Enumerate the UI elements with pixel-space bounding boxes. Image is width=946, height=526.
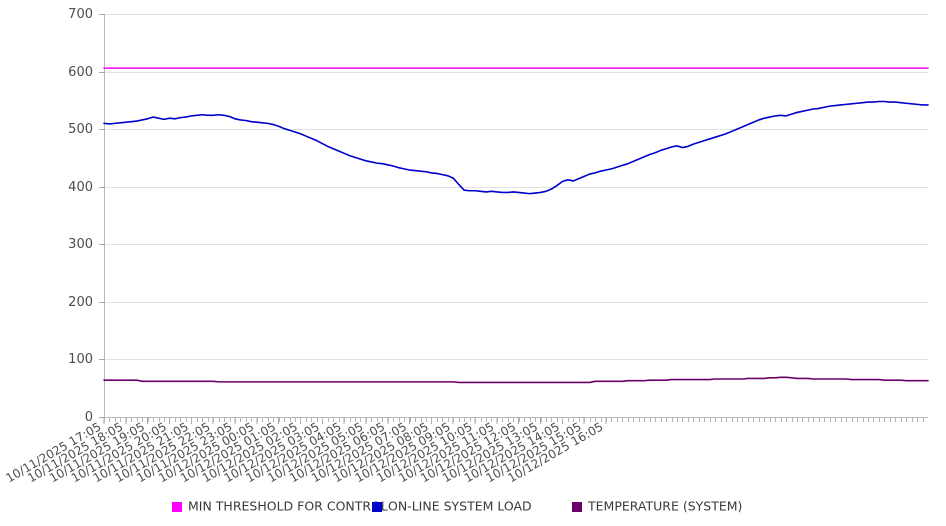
- y-axis-tick-label: 600: [68, 65, 93, 80]
- x-axis-group: [103, 14, 928, 424]
- legend-swatch: [372, 502, 382, 512]
- gridlines-group: [104, 14, 928, 360]
- series-group: [103, 67, 929, 384]
- legend-item[interactable]: TEMPERATURE (SYSTEM): [572, 499, 742, 514]
- y-axis-tick-label: 500: [68, 122, 93, 137]
- legend-item[interactable]: MIN THRESHOLD FOR CONTROL: [172, 499, 388, 514]
- y-axis-ticks-group: 0 100 200 300 400 500 600 700: [68, 7, 104, 425]
- legend-item[interactable]: ON-LINE SYSTEM LOAD: [372, 499, 532, 514]
- y-axis-tick-label: 700: [68, 7, 93, 22]
- legend-label: MIN THRESHOLD FOR CONTROL: [188, 499, 388, 514]
- legend-label: TEMPERATURE (SYSTEM): [587, 499, 742, 514]
- y-axis-tick-label: 200: [68, 295, 93, 310]
- legend-swatch: [172, 502, 182, 512]
- y-axis-tick-label: 100: [68, 352, 93, 367]
- series-line-1: [103, 100, 929, 195]
- y-axis-tick-label: 0: [85, 410, 93, 425]
- y-axis-tick-label: 300: [68, 237, 93, 252]
- legend-swatch: [572, 502, 582, 512]
- legend-label: ON-LINE SYSTEM LOAD: [388, 499, 532, 514]
- y-axis-tick-label: 400: [68, 180, 93, 195]
- legend: MIN THRESHOLD FOR CONTROL ON-LINE SYSTEM …: [172, 499, 742, 514]
- series-line-2: [103, 376, 929, 384]
